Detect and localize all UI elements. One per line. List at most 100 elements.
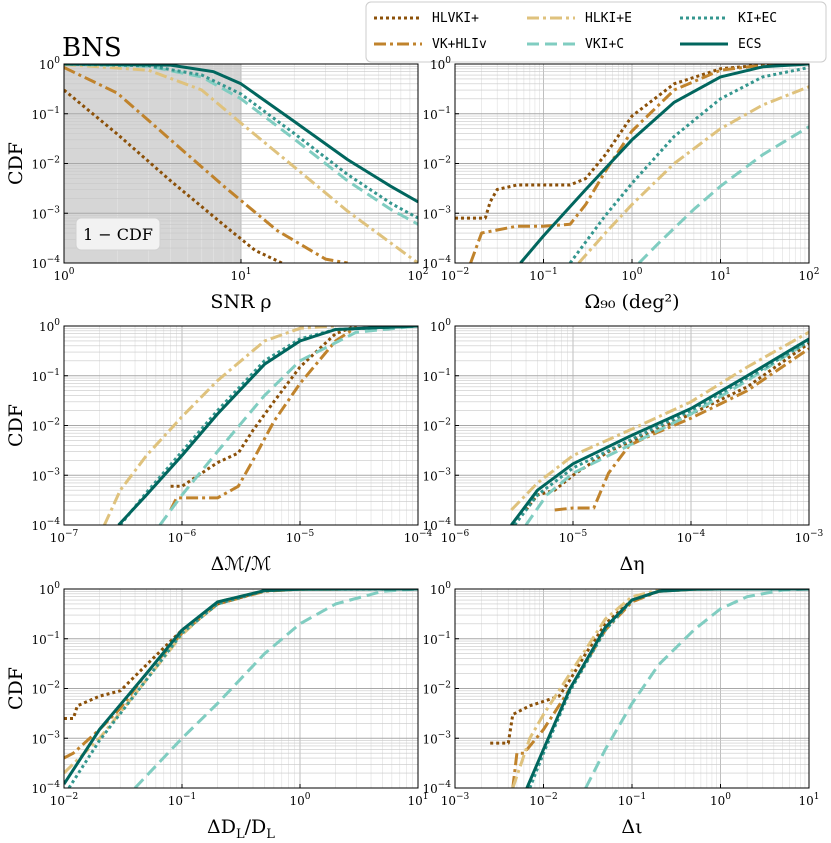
panel-omega: 10−2 10−1 100 101 10210−410−310−210−1100Ω₉₀ … (422, 56, 819, 313)
y-tick-label: 100 (39, 581, 60, 597)
series-line-KI+EC (568, 66, 809, 263)
legend-label-ECS: ECS (738, 37, 761, 52)
y-tick-label: 10−3 (31, 730, 60, 746)
x-tick-label: 102 (798, 267, 819, 283)
x-tick-label: 100 (621, 267, 642, 283)
series-line-HLVKI+ (170, 326, 357, 488)
y-tick-label: 10−1 (422, 631, 451, 647)
x-tick-label: 101 (710, 267, 731, 283)
series-line-VK+HLIv (64, 66, 348, 263)
series-line-HLVKI+ (455, 64, 809, 220)
x-tick-label: 101 (798, 792, 819, 808)
series-line-VKI+C (64, 64, 418, 226)
y-tick-label: 100 (430, 56, 451, 72)
x-axis-label: Δι (621, 816, 642, 838)
series-line-VK+HLIv (469, 64, 809, 263)
series-line-ECS (510, 337, 809, 525)
series-line-HLVKI+ (64, 589, 418, 720)
x-tick-label: 10−1 (168, 792, 197, 808)
y-tick-label: 100 (430, 581, 451, 597)
legend-label-HLKI+E: HLKI+E (585, 11, 632, 26)
grid (454, 326, 809, 526)
series-line-HLKI+E (510, 330, 809, 512)
y-tick-label: 10−3 (422, 205, 451, 221)
series-line-ECS (64, 64, 418, 204)
y-axis-label: CDF (5, 404, 27, 447)
x-tick-label: 101 (230, 267, 251, 283)
grid (63, 589, 418, 789)
y-axis-label: CDF (5, 667, 27, 710)
y-tick-label: 10−3 (31, 467, 60, 483)
series-line-HLVKI+ (64, 88, 283, 263)
legend: HLVKI+ VK+HLIv HLKI+E VKI+C KI+EC ECS (365, 1, 827, 63)
series-line-ECS (64, 589, 418, 785)
y-tick-label: 10−2 (31, 418, 60, 434)
y-tick-label: 10−3 (422, 730, 451, 746)
series-group (510, 330, 809, 525)
x-tick-label: 10−3 (795, 529, 824, 545)
series-line-ECS (117, 326, 418, 525)
y-tick-label: 10−3 (31, 205, 60, 221)
figure-title: BNS (62, 33, 122, 63)
annotation-1-minus-cdf: 1 − CDF (75, 217, 161, 251)
series-group (455, 64, 809, 263)
panel-chirp: 10−7 10−6 10−5 10−410−410−310−210−1100Δℳ/ℳC… (5, 318, 433, 575)
x-tick-label: 10−6 (441, 529, 470, 545)
x-tick-label: 10−5 (559, 529, 588, 545)
series-line-VKI+C (584, 589, 809, 788)
panels: 100 101 102 10−4 10−3 10−2 10−1 100 SNR ρ CDF 1 − … (5, 56, 824, 842)
x-axis-label: ΔDL/DL (207, 816, 275, 842)
series-line-HLVKI+ (490, 589, 809, 745)
y-tick-label: 10−2 (31, 156, 60, 172)
series-line-VKI+C (524, 339, 809, 525)
y-tick-label: 10−2 (422, 418, 451, 434)
series-line-HLKI+E (577, 85, 809, 263)
legend-label-VK+HLIv: VK+HLIv (432, 37, 487, 52)
x-tick-label: 10−7 (50, 529, 79, 545)
x-tick-label: 10−2 (441, 267, 470, 283)
y-tick-label: 10−1 (422, 106, 451, 122)
series-line-VK+HLIv (169, 326, 358, 511)
series-group (103, 326, 418, 525)
series-group (64, 64, 418, 263)
legend-label-VKI+C: VKI+C (585, 37, 624, 52)
x-tick-label: 10−3 (441, 792, 470, 808)
x-axis-label: Δη (619, 553, 644, 575)
panel-dl: 10−2 10−1 100 10110−410−310−210−1100ΔDL/DLC… (5, 581, 429, 842)
x-tick-label: 100 (710, 792, 731, 808)
series-line-VKI+C (158, 326, 418, 525)
series-line-HLKI+E (64, 589, 418, 775)
x-tick-label: 10−2 (50, 792, 79, 808)
grid (454, 64, 809, 264)
series-line-HLKI+E (64, 64, 418, 263)
series-line-ECS (519, 64, 809, 263)
y-tick-label: 10−2 (422, 681, 451, 697)
y-tick-label: 10−3 (422, 467, 451, 483)
series-line-VK+HLIv (64, 589, 418, 760)
x-tick-label: 10−2 (529, 792, 558, 808)
y-tick-label: 10−2 (31, 681, 60, 697)
x-tick-label: 100 (53, 267, 74, 283)
y-tick-label: 10−1 (31, 106, 60, 122)
series-line-HLKI+E (511, 589, 809, 788)
series-line-HLKI+E (103, 326, 336, 525)
svg-text:1 − CDF: 1 − CDF (83, 225, 153, 244)
y-tick-label: 10−1 (31, 631, 60, 647)
x-tick-label: 100 (289, 792, 310, 808)
y-axis-label: CDF (5, 142, 27, 185)
y-tick-label: 100 (430, 318, 451, 334)
x-axis-label: Ω₉₀ (deg²) (584, 291, 679, 313)
y-tick-label: 10−1 (31, 368, 60, 384)
y-tick-label: 100 (39, 56, 60, 72)
x-axis-label: Δℳ/ℳ (211, 553, 272, 575)
series-line-KI+EC (513, 339, 809, 525)
x-tick-label: 10−5 (286, 529, 315, 545)
series-line-VK+HLIv (554, 347, 809, 512)
x-tick-label: 10−1 (529, 267, 558, 283)
y-tick-label: 100 (39, 318, 60, 334)
x-axis-label: SNR ρ (210, 291, 271, 313)
series-line-VKI+C (637, 125, 809, 263)
